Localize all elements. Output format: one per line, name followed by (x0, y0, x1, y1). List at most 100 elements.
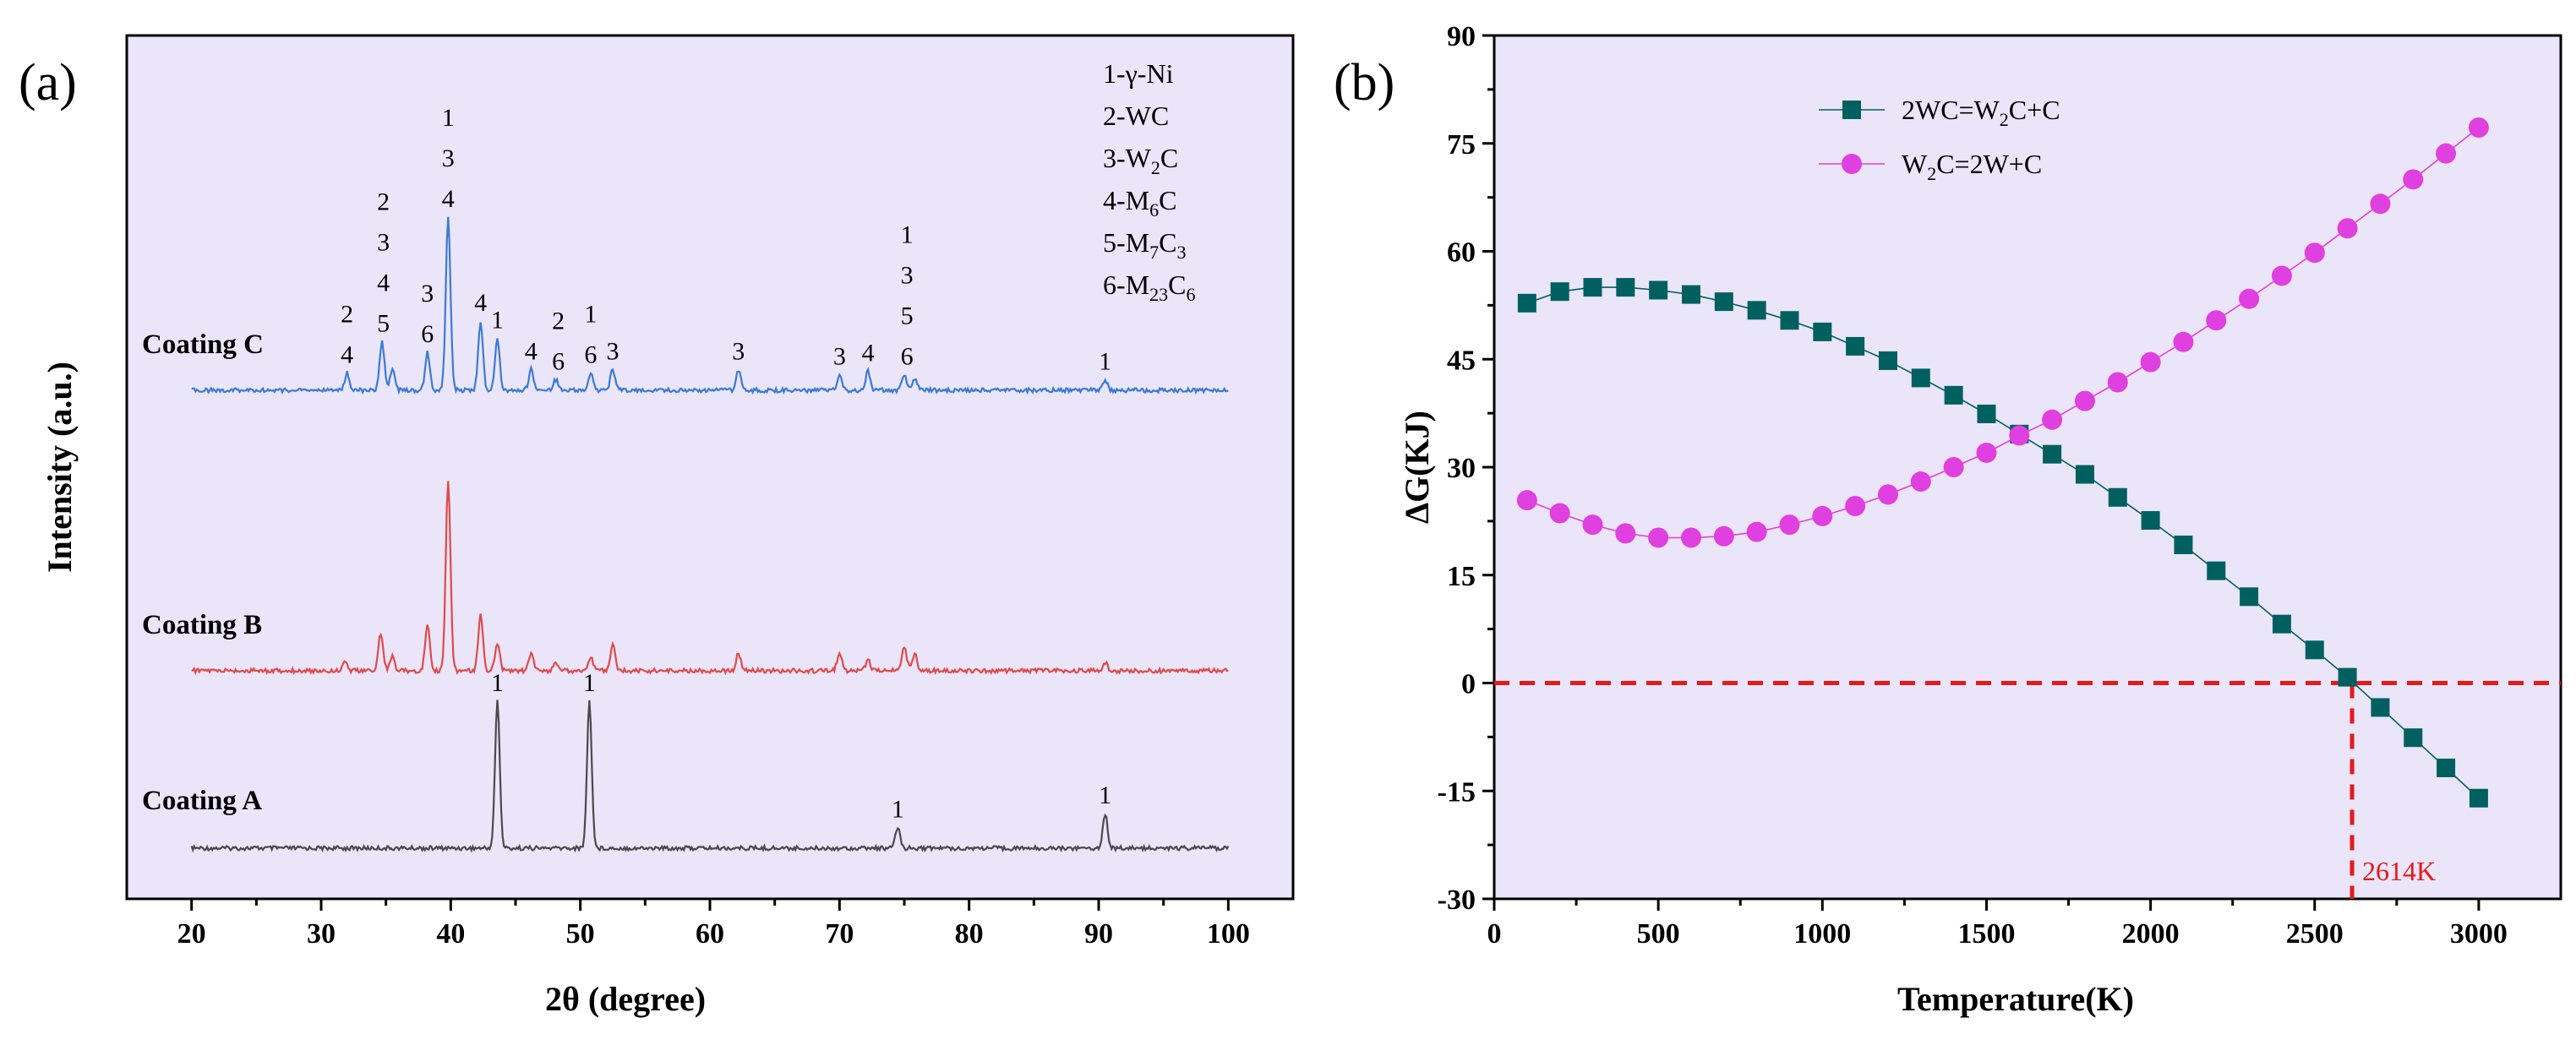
panel-b-point-square (1649, 280, 1668, 300)
panel-a-peak-label: 5 (377, 310, 390, 338)
panel-b-legend-marker (1842, 101, 1861, 119)
panel-b-y-tick-label: 75 (1447, 129, 1476, 161)
panel-b-y-tick-label: -30 (1438, 884, 1476, 916)
panel-b-point-square (1878, 351, 1897, 370)
panel-b-point-circle (1943, 457, 1964, 477)
panel-a-series-label: Coating B (142, 610, 262, 640)
panel-b-point-square (2437, 758, 2456, 777)
panel-b-legend-label: W2​C=2W+C (1902, 149, 2042, 184)
panel-a-peak-label: 4 (525, 337, 538, 365)
panel-a-peak-label: 1 (491, 307, 504, 335)
panel-a-x-tick-label: 90 (1084, 918, 1113, 950)
panel-b-point-circle (1516, 490, 1537, 511)
panel-b-point-square (2240, 587, 2259, 607)
panel-a-trace-coating-c (191, 216, 1229, 395)
panel-b-point-circle (2206, 310, 2227, 331)
panel-a-series-label: Coating C (142, 329, 264, 360)
panel-a-peak-label: 1 (1099, 781, 1111, 809)
panel-b-legend-label: 2WC=W2​C+C (1902, 95, 2060, 130)
panel-b-legend-marker (1842, 154, 1862, 174)
panel-a-x-tick-label: 30 (307, 918, 336, 950)
panel-b-point-circle (1615, 523, 1636, 544)
panel-b-y-axis-title: ΔG(KJ) (1398, 411, 1436, 524)
panel-b-point-circle (1877, 484, 1898, 505)
panel-a-peak-label: 4 (341, 341, 353, 369)
panel-b-x-tick-label: 1500 (1957, 918, 2015, 950)
panel-b-point-square (2174, 535, 2193, 554)
panel-a-y-axis-title: Intensity (a.u.) (41, 362, 79, 573)
panel-b-point-square (2338, 667, 2357, 687)
panel-b-point-circle (1648, 527, 1669, 548)
panel-a-legend-entry: 5-M7​C3​ (1103, 227, 1186, 263)
panel-a-peak-label: 3 (421, 280, 434, 308)
panel-a-peak-label: 4 (474, 289, 487, 317)
panel-b-label: (b) (1334, 54, 1394, 112)
panel-a-peak-label: 6 (552, 348, 565, 376)
panel-a-peak-label: 1 (1099, 348, 1111, 376)
panel-b-x-tick-label: 1000 (1793, 918, 1851, 950)
panel-b-plot-area (1493, 34, 2562, 901)
panel-a-legend-entry: 1-γ-Ni (1103, 58, 1174, 89)
panel-b-point-square (1550, 282, 1569, 302)
panel-a-peak-label: 1 (901, 221, 914, 249)
panel-b-y-tick-label: 45 (1447, 345, 1476, 376)
panel-b-y-tick-label: 30 (1447, 453, 1476, 484)
panel-b-point-circle (2337, 218, 2358, 239)
panel-a-x-tick-label: 70 (825, 918, 854, 950)
panel-a-trace-coating-b (191, 481, 1229, 676)
panel-a-peak-label: 4 (377, 269, 390, 297)
panel-b-y-tick-label: 90 (1447, 21, 1476, 52)
panel-a-peak-label: 3 (442, 144, 455, 172)
panel-b-point-circle (2304, 242, 2325, 264)
panel-b-point-square (2043, 444, 2062, 464)
panel-b-point-square (1714, 292, 1733, 312)
panel-a-peak-label: 2 (552, 308, 565, 335)
panel-a-peak-label: 4 (862, 339, 875, 367)
panel-b-point-circle (2403, 169, 2424, 190)
panel-b-point-square (2469, 788, 2488, 808)
panel-b: (b) 2614K 0 500 1000 1500 2000 2500 3000 -30 -15… (1334, 21, 2562, 1018)
panel-a-x-tick-label: 60 (696, 918, 724, 950)
panel-b-point-square (1911, 368, 1930, 388)
panel-a-x-tick-label: 20 (177, 918, 206, 950)
panel-b-point-circle (1812, 505, 1833, 526)
panel-b-y-tick-label: 60 (1447, 237, 1476, 269)
panel-b-x-tick-label: 2000 (2122, 918, 2180, 950)
panel-a-phase-legend: 1-γ-Ni 2-WC 3-W2​C 4-M6​C 5-M7​C3​ 6-M23​C6​ (1103, 58, 1195, 305)
panel-b-x-tick-label: 500 (1637, 918, 1680, 950)
panel-a-peak-label: 2 (341, 301, 353, 329)
panel-b-point-circle (1746, 521, 1767, 542)
panel-b-point-square (1813, 322, 1832, 341)
panel-a-x-tick-label: 100 (1207, 918, 1250, 950)
panel-b-point-square (1681, 285, 1700, 304)
panel-a-x-axis-title: 2θ (degree) (545, 980, 706, 1018)
panel-b-point-circle (2009, 425, 2030, 446)
panel-a-plot-area (125, 34, 1295, 901)
panel-a-peak-label: 6 (901, 343, 914, 371)
panel-a-trace-coating-a (190, 699, 1230, 853)
panel-b-point-square (1846, 336, 1865, 356)
panel-b-point-circle (2239, 288, 2260, 309)
panel-b-point-circle (2271, 265, 2292, 286)
panel-a-peak-label: 3 (732, 337, 745, 365)
panel-b-point-circle (1680, 527, 1701, 548)
panel-b-point-circle (2173, 331, 2194, 352)
panel-a-peak-label: 3 (833, 343, 846, 371)
panel-a-legend-entry: 6-M23​C6​ (1103, 269, 1195, 305)
panel-a-peak-label: 4 (442, 185, 455, 213)
panel-b-point-circle (1845, 495, 1866, 516)
panel-b-legend: 2WC=W2​C+C W2​C=2W+C (1819, 95, 2060, 184)
panel-a-peak-label: 1 (892, 795, 904, 823)
panel-b-x-tick-label: 0 (1487, 918, 1502, 950)
panel-b-point-square (1747, 301, 1766, 320)
panel-a-legend-entry: 2-WC (1103, 101, 1169, 131)
panel-b-point-square (2404, 728, 2423, 748)
panel-b-point-square (1977, 404, 1996, 423)
panel-b-point-circle (1713, 525, 1734, 547)
panel-b-point-circle (2370, 193, 2391, 215)
panel-a-peak-label: 6 (421, 320, 434, 348)
panel-b-point-circle (1779, 514, 1800, 536)
panel-b-point-square (2108, 487, 2127, 507)
panel-a-label: (a) (19, 54, 77, 112)
